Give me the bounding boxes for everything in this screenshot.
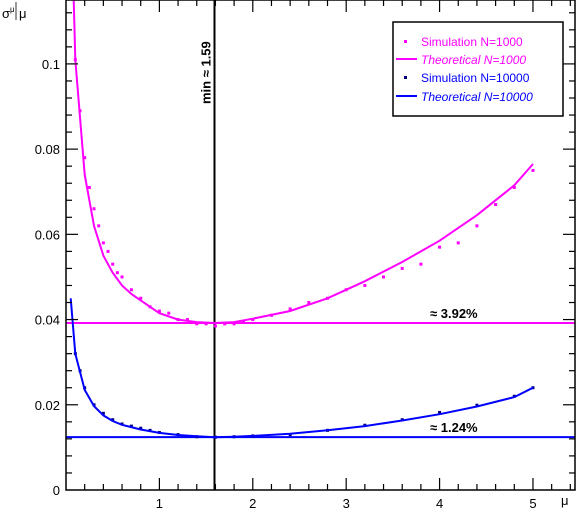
data-point-simulation-n-1000 — [363, 283, 367, 287]
data-point-simulation-n-1000 — [475, 224, 479, 228]
legend-item-theoretical-n10000: Theoretical N=10000 — [396, 90, 533, 104]
data-point-simulation-n-1000 — [419, 262, 423, 266]
plot-area: ≈ 3.92% ≈ 1.24% min ≈ 1.59 1 2 3 4 5 0 0.02 0.04 0.… — [35, 0, 575, 511]
legend-item-simulation-n10000: Simulation N=10000 — [404, 71, 530, 85]
y-label-numerator: σ — [2, 6, 10, 21]
data-point-simulation-n-1000 — [494, 203, 498, 207]
data-point-simulation-n-1000 — [139, 296, 143, 300]
legend-marker-simulation-n1000 — [404, 40, 407, 43]
data-point-simulation-n-1000 — [157, 309, 161, 313]
data-point-simulation-n-10000 — [101, 411, 105, 415]
data-point-simulation-n-1000 — [213, 324, 217, 328]
data-point-simulation-n-1000 — [111, 262, 115, 266]
y-label-denominator: μ — [19, 6, 27, 21]
data-point-simulation-n-1000 — [456, 241, 460, 245]
data-point-simulation-n-10000 — [438, 410, 442, 414]
data-point-simulation-n-1000 — [101, 241, 105, 245]
reference-line-label: ≈ 1.24% — [430, 420, 478, 435]
x-tick-label: 2 — [249, 496, 256, 511]
data-point-simulation-n-1000 — [204, 322, 208, 326]
data-point-simulation-n-1000 — [106, 249, 110, 253]
legend-label-simulation-n1000: Simulation N=1000 — [421, 35, 523, 49]
data-point-simulation-n-10000 — [129, 424, 133, 428]
legend-box — [392, 21, 564, 117]
series-line-theoretical-n-1000 — [72, 0, 534, 325]
x-tick-label: 4 — [436, 496, 443, 511]
data-point-simulation-n-1000 — [400, 266, 404, 270]
y-tick-label: 0 — [53, 483, 60, 498]
data-point-simulation-n-1000 — [167, 311, 171, 315]
legend: Simulation N=1000 Theoretical N=1000 Sim… — [392, 21, 564, 117]
plot-frame — [65, 0, 576, 491]
legend-marker-simulation-n10000 — [404, 76, 407, 79]
data-point-simulation-n-1000 — [241, 320, 245, 324]
legend-label-theoretical-n10000: Theoretical N=10000 — [421, 90, 533, 104]
data-point-simulation-n-1000 — [129, 288, 133, 292]
series-line-theoretical-n-10000 — [69, 298, 534, 439]
x-tick-label: 5 — [529, 496, 536, 511]
y-tick-label: 0.06 — [35, 227, 60, 242]
y-tick-label: 0.1 — [42, 57, 60, 72]
reference-line-label: min ≈ 1.59 — [198, 41, 213, 104]
data-point-simulation-n-1000 — [382, 275, 386, 279]
data-point-simulation-n-1000 — [120, 275, 124, 279]
data-point-simulation-n-1000 — [185, 318, 189, 322]
legend-label-theoretical-n1000: Theoretical N=1000 — [421, 53, 526, 67]
x-tick-label: 3 — [343, 496, 350, 511]
y-tick-label: 0.08 — [35, 142, 60, 157]
y-label-numerator-subscript: μ — [10, 5, 15, 14]
y-tick-label: 0.04 — [35, 313, 60, 328]
data-point-simulation-n-10000 — [139, 426, 143, 430]
data-point-simulation-n-1000 — [92, 207, 96, 211]
data-point-simulation-n-10000 — [111, 418, 115, 422]
data-point-simulation-n-1000 — [288, 307, 292, 311]
data-point-simulation-n-1000 — [87, 185, 91, 189]
y-axis-label: σ μ μ — [2, 2, 27, 21]
data-point-simulation-n-1000 — [531, 168, 535, 172]
data-point-simulation-n-1000 — [97, 224, 101, 228]
data-point-simulation-n-1000 — [307, 301, 311, 305]
legend-item-simulation-n1000: Simulation N=1000 — [404, 35, 523, 49]
x-axis-label: μ — [561, 493, 569, 508]
data-point-simulation-n-10000 — [475, 403, 479, 407]
data-point-simulation-n-1000 — [232, 322, 236, 326]
data-point-simulation-n-1000 — [195, 322, 199, 326]
data-point-simulation-n-1000 — [83, 156, 87, 160]
data-point-simulation-n-1000 — [438, 245, 442, 249]
reference-line-label: ≈ 3.92% — [430, 306, 478, 321]
legend-label-simulation-n10000: Simulation N=10000 — [421, 71, 530, 85]
y-tick-label: 0.02 — [35, 398, 60, 413]
data-point-simulation-n-1000 — [512, 185, 516, 189]
data-point-simulation-n-1000 — [223, 322, 227, 326]
legend-item-theoretical-n1000: Theoretical N=1000 — [396, 53, 526, 67]
data-point-simulation-n-1000 — [115, 271, 119, 275]
x-tick-label: 1 — [156, 496, 163, 511]
